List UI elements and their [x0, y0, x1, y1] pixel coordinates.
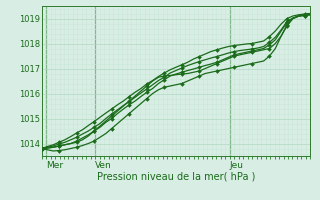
Text: Mer: Mer [46, 160, 63, 170]
X-axis label: Pression niveau de la mer( hPa ): Pression niveau de la mer( hPa ) [97, 171, 255, 181]
Text: Ven: Ven [95, 160, 112, 170]
Text: Jeu: Jeu [230, 160, 244, 170]
